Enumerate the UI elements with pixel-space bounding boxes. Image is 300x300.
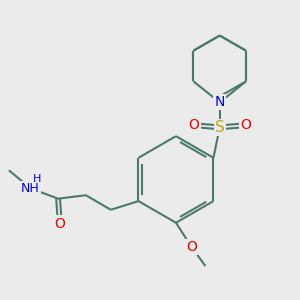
Text: S: S: [215, 120, 225, 135]
Text: H: H: [32, 174, 41, 184]
Text: O: O: [189, 118, 200, 132]
Text: N: N: [214, 95, 225, 110]
Text: NH: NH: [21, 182, 40, 195]
Text: O: O: [54, 217, 65, 231]
Text: O: O: [186, 240, 197, 254]
Text: O: O: [240, 118, 251, 132]
